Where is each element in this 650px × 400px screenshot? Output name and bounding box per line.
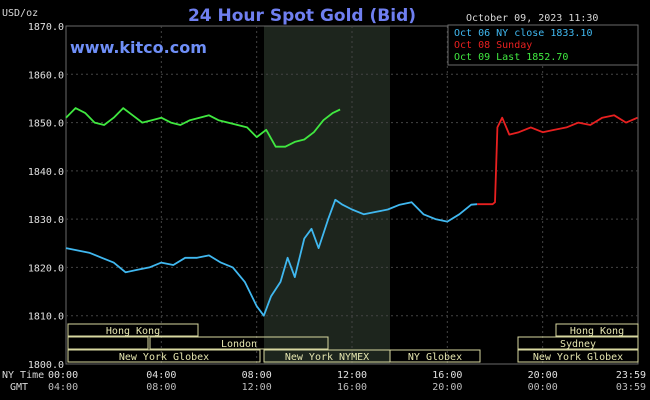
y-tick-label: 1830.0: [28, 215, 64, 226]
x-tick-label-ny: 12:00: [337, 370, 367, 381]
x-tick-label-gmt: 03:59: [616, 382, 646, 393]
timestamp: October 09, 2023 11:30: [466, 13, 598, 24]
y-unit-label: USD/oz: [2, 8, 38, 19]
x-tick-label-gmt: 00:00: [528, 382, 558, 393]
x-tick-label-gmt: 08:00: [146, 382, 176, 393]
y-tick-label: 1850.0: [28, 119, 64, 130]
y-tick-label: 1840.0: [28, 167, 64, 178]
x-tick-label-gmt: 20:00: [432, 382, 462, 393]
site-label: www.kitco.com: [70, 38, 207, 57]
session-box: [517, 336, 639, 350]
series-line-1: [477, 114, 638, 206]
legend-item-oct09: Oct 09 Last 1852.70: [454, 52, 568, 63]
session-label: New York Globex: [119, 352, 209, 363]
session-label: Hong Kong: [570, 326, 624, 337]
nymex-session-shade: [264, 26, 390, 364]
x-tick-label-gmt: 12:00: [242, 382, 272, 393]
y-tick-label: 1810.0: [28, 312, 64, 323]
y-tick-label: 1860.0: [28, 70, 64, 81]
session-label: Hong Kong: [106, 326, 160, 337]
session-box: [67, 349, 261, 363]
x-label-gmt: GMT: [10, 382, 28, 393]
x-tick-label-ny: 20:00: [528, 370, 558, 381]
series-line-0: [65, 198, 478, 317]
session-box: [389, 349, 481, 363]
x-tick-label-ny: 23:59: [616, 370, 646, 381]
session-label: New York NYMEX: [285, 352, 369, 363]
x-label-ny-time: NY Time: [2, 370, 44, 381]
session-box: [67, 323, 199, 337]
session-label: New York Globex: [533, 352, 623, 363]
y-axis-ticks: 1870.0 1860.0 1850.0 1840.0 1830.0 1820.0 1810…: [28, 22, 64, 371]
x-tick-label-ny: 16:00: [432, 370, 462, 381]
series-line-2: [65, 107, 341, 148]
session-box: [517, 349, 639, 363]
session-box: [555, 323, 639, 337]
chart-title: 24 Hour Spot Gold (Bid): [188, 6, 416, 26]
x-tick-label-gmt: 04:00: [48, 382, 78, 393]
session-bars: Hong Kong London New York Globex New York N…: [67, 323, 639, 363]
x-axis-ticks: 00:0004:0004:0008:0008:0012:0012:0016:00…: [48, 370, 646, 393]
x-tick-label-gmt: 16:00: [337, 382, 367, 393]
legend-item-oct06: Oct 06 NY close 1833.10: [454, 28, 592, 39]
y-tick-label: 1870.0: [28, 22, 64, 33]
legend: Oct 06 NY close 1833.10 Oct 08 Sunday Oc…: [447, 24, 639, 66]
legend-item-oct08: Oct 08 Sunday: [454, 40, 532, 51]
session-filler: [67, 336, 149, 350]
session-label: London: [221, 339, 257, 350]
legend-box: [447, 24, 639, 66]
x-tick-label-ny: 08:00: [242, 370, 272, 381]
grid: [66, 26, 638, 364]
session-label: Sydney: [560, 339, 596, 350]
x-tick-label-ny: 00:00: [48, 370, 78, 381]
session-label: NY Globex: [408, 352, 462, 363]
series-lines: [65, 107, 638, 317]
y-tick-label: 1820.0: [28, 263, 64, 274]
x-tick-label-ny: 04:00: [146, 370, 176, 381]
y-tick-label: 1800.0: [28, 360, 64, 371]
session-box: [149, 336, 329, 350]
